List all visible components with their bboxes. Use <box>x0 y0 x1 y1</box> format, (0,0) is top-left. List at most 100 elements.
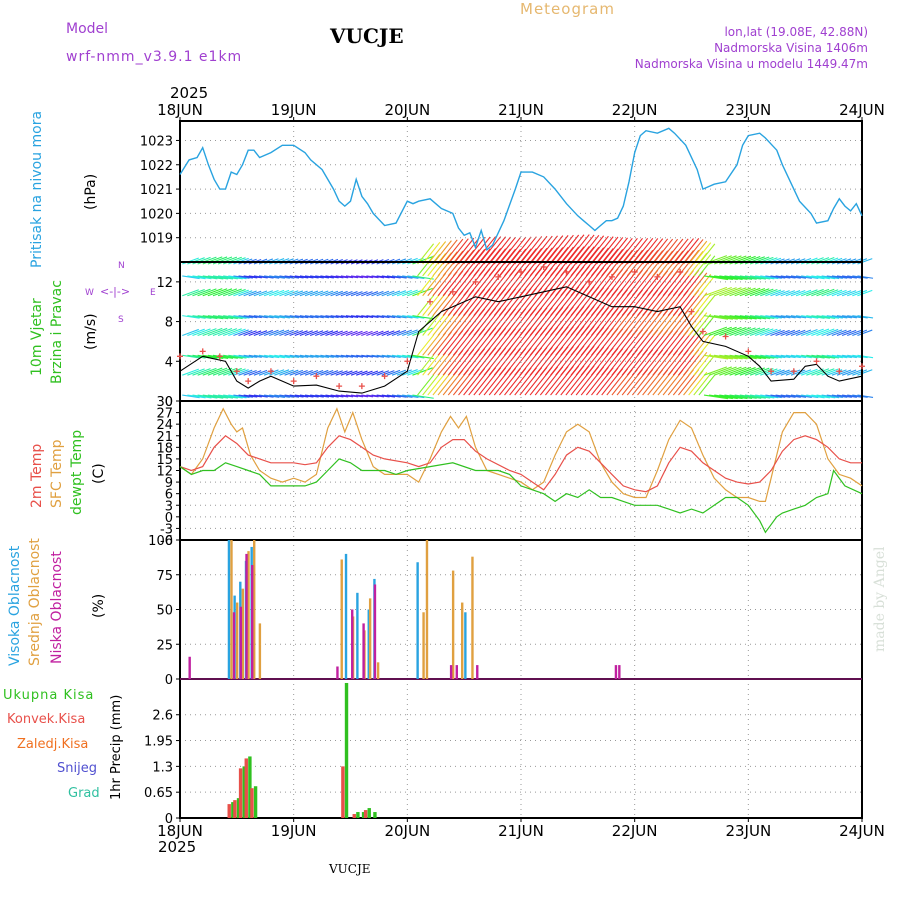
wind-arrow <box>335 354 349 358</box>
wind-arrow <box>258 354 274 359</box>
wind-arrow <box>269 315 285 319</box>
mid-cloud-bar <box>235 602 239 679</box>
wind-arrow <box>422 273 441 297</box>
wind-arrow <box>852 275 868 279</box>
wind-arrow <box>591 236 614 265</box>
total-rain-label: Ukupna Kisa <box>3 688 95 703</box>
wind-arrow <box>253 275 268 279</box>
low-cloud-bar <box>614 665 618 679</box>
wind-arrow <box>647 250 669 277</box>
wind-arrow <box>760 368 778 376</box>
wind-arrow <box>356 275 369 279</box>
wind-arrow <box>806 288 824 297</box>
wind-arrow <box>683 250 704 277</box>
y-tick-label: 12 <box>156 465 173 480</box>
wind-arrow <box>417 243 435 265</box>
wind-arrow <box>698 275 716 297</box>
mid-cloud-bar <box>368 598 372 679</box>
wind-arrow <box>739 275 762 280</box>
wind-arrow <box>299 315 314 319</box>
low-cloud-bar <box>336 666 339 679</box>
wind-arrow <box>325 354 339 358</box>
wind-arrow <box>223 367 242 376</box>
gust-marker <box>495 273 502 280</box>
wind-arrow <box>345 275 359 279</box>
gust-marker <box>267 368 274 375</box>
wind-arrow <box>616 237 638 265</box>
wind-arrow <box>207 367 228 376</box>
wind-arrow <box>698 243 716 265</box>
gust-marker <box>654 273 661 280</box>
wind-arrow <box>289 290 304 297</box>
y-tick-label: 9 <box>165 476 173 491</box>
mid-cloud-bar <box>230 540 233 679</box>
y-tick-label: 3 <box>165 499 173 514</box>
wind-arrow <box>320 370 334 376</box>
wind-arrow <box>709 354 734 360</box>
wind-arrow <box>724 366 747 376</box>
gust-marker <box>381 373 388 380</box>
wind-arrow <box>432 331 452 356</box>
wind-arrow <box>376 394 390 398</box>
wind-arrow <box>274 329 290 336</box>
wind-arrow <box>243 275 258 279</box>
wind-arrow <box>847 290 862 297</box>
wind-arrow <box>493 236 516 265</box>
wind-arrow <box>366 315 379 318</box>
wind-arrow <box>734 354 757 360</box>
wind-arrow <box>422 353 441 376</box>
wind-arrow <box>243 290 257 297</box>
wind-arrow <box>315 394 330 398</box>
wind-arrow <box>274 354 290 359</box>
wind-arrow <box>795 275 812 279</box>
conv-rain-label: Konvek.Kisa <box>7 712 86 727</box>
wind-arrow <box>816 275 836 280</box>
wind-arrow <box>197 328 217 336</box>
wind-arrow <box>601 237 624 265</box>
wind-arrow <box>330 275 344 279</box>
wind-arrow <box>243 369 257 376</box>
wind-arrow <box>703 366 728 376</box>
wind-arrow <box>688 272 708 297</box>
wind-arrow <box>299 354 314 358</box>
wind-arrow <box>376 354 390 358</box>
wind-arrow <box>744 315 766 320</box>
wind-arrow <box>770 329 785 336</box>
wind-arrow <box>857 394 874 398</box>
conv-rain-bar <box>233 800 237 818</box>
y-tick-label: -3 <box>160 522 173 537</box>
wind-arrow <box>852 354 868 359</box>
wind-arrow <box>821 315 840 319</box>
gust-marker <box>722 333 729 340</box>
wind-arrow <box>192 275 212 280</box>
y-tick-label: 1.95 <box>144 735 173 750</box>
wind-arrow <box>350 354 364 358</box>
wind-arrow <box>519 236 543 265</box>
wind-arrow <box>397 275 413 279</box>
total-rain-bar <box>236 798 241 818</box>
wind-arrow <box>325 275 339 279</box>
y-tick-label: 12 <box>156 276 173 291</box>
wind-arrow <box>688 312 708 336</box>
wind-arrow <box>811 315 830 319</box>
wind-arrow <box>279 394 295 398</box>
wind-arrow <box>775 290 790 297</box>
wind-arrow <box>212 354 234 359</box>
mid-cloud-bar <box>258 623 262 679</box>
wind-arrow <box>790 315 807 319</box>
wind-arrow <box>857 369 873 376</box>
wind-arrow <box>826 394 843 399</box>
wind-arrow <box>800 329 818 336</box>
high-cloud-bar <box>344 553 348 679</box>
wind-arrow <box>852 315 868 319</box>
gust-marker <box>358 383 365 390</box>
wind-arrow <box>397 354 413 359</box>
wind-arrow <box>304 330 319 336</box>
wind-arrow <box>207 275 229 280</box>
wind-arrow <box>801 354 819 359</box>
y-tick-label: 8 <box>165 316 173 331</box>
wind-arrow <box>422 293 441 316</box>
wind-arrow <box>524 235 548 265</box>
wind-arrow <box>320 275 334 279</box>
wind-arrow <box>662 250 684 277</box>
